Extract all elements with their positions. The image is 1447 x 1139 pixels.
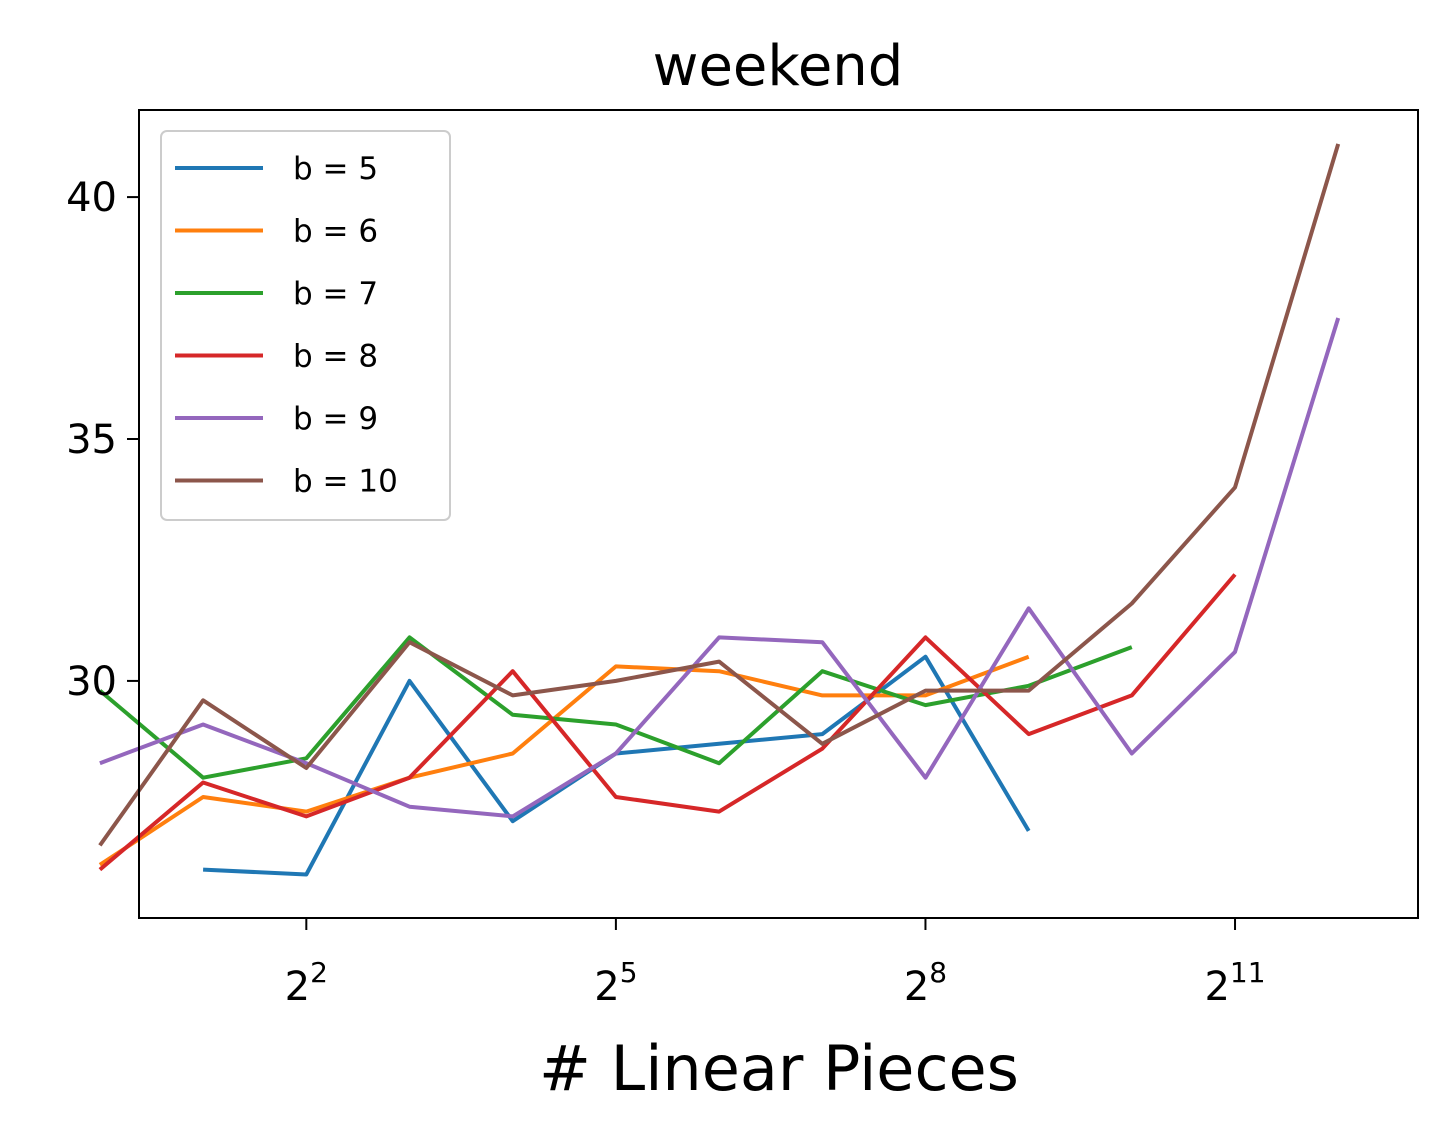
y-tick-label: 30	[66, 659, 117, 705]
x-tick-label: 22	[285, 956, 328, 1010]
legend-entry: b = 9	[293, 401, 378, 437]
axes-frame	[138, 109, 1419, 919]
series-line-3	[98, 635, 1133, 780]
x-axis-label: # Linear Pieces	[539, 1032, 1019, 1105]
series-line-6	[98, 143, 1341, 847]
legend-entry: b = 10	[293, 464, 398, 500]
x-tick-label: 211	[1204, 956, 1265, 1010]
legend-entry: b = 7	[293, 276, 378, 312]
y-tick-label: 40	[66, 175, 117, 221]
legend: b = 5 b = 6 b = 7 b = 8 b = 9 b = 10	[160, 130, 451, 521]
series-line-1	[203, 654, 1031, 877]
legend-entry: b = 8	[293, 339, 378, 375]
plot-area	[98, 109, 1419, 919]
y-axis: 30 35 40	[66, 175, 139, 705]
legend-box	[160, 130, 451, 521]
x-tick-label: 25	[594, 956, 637, 1010]
chart-title: weekend	[653, 34, 904, 99]
x-axis: 22 25 28 211	[285, 918, 1266, 1010]
x-tick-label: 28	[904, 956, 947, 1010]
y-tick-label: 35	[66, 417, 117, 463]
legend-entry: b = 5	[293, 151, 378, 187]
legend-entry: b = 6	[293, 214, 378, 250]
series-line-5	[99, 317, 1341, 819]
series-line-4	[98, 573, 1237, 872]
